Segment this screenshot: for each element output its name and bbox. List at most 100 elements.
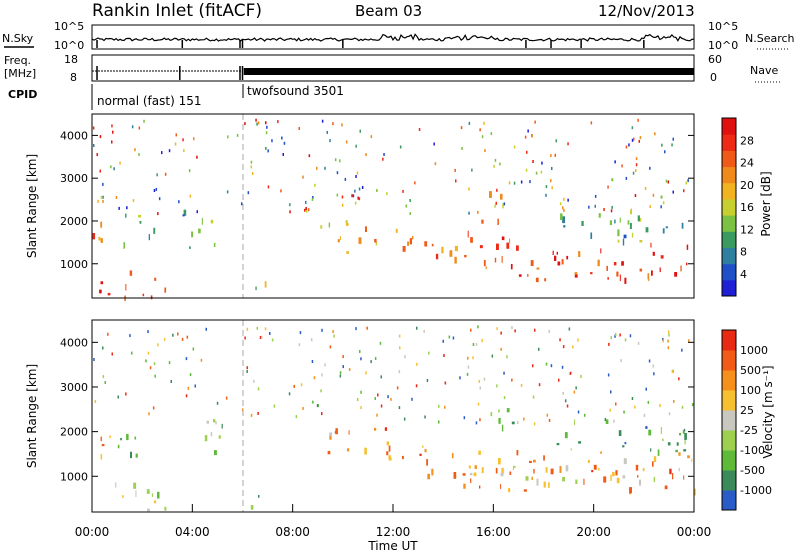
echo-cell [607, 373, 610, 377]
echo-cell [610, 474, 612, 481]
echo-cell [94, 400, 97, 403]
echo-cell [621, 261, 624, 266]
echo-cell [577, 338, 579, 342]
echo-cell [541, 161, 543, 165]
colorbar-tick-label: 20 [740, 179, 754, 192]
freq-right-tick-top: 60 [708, 53, 722, 66]
echo-cell [298, 343, 301, 347]
echo-cell [532, 364, 534, 368]
cpid-label: CPID [8, 88, 37, 101]
echo-cell [250, 505, 254, 510]
echo-cell [597, 259, 600, 267]
echo-cell [405, 204, 407, 208]
echo-cell [564, 432, 568, 439]
echo-cell [399, 346, 401, 350]
colorbar-segment [722, 150, 736, 168]
echo-cell [598, 213, 601, 218]
echo-cell [622, 238, 625, 246]
colorbar-tick-label: -100 [740, 444, 765, 457]
echo-cell [257, 411, 259, 415]
echo-cell [473, 472, 477, 477]
echo-cell [258, 495, 260, 498]
echo-cell [531, 476, 533, 480]
echo-cell [594, 194, 597, 198]
echo-cell [532, 395, 535, 399]
echo-cell [651, 270, 653, 276]
echo-cell [577, 410, 580, 414]
echo-cell [364, 447, 367, 455]
velocity-y-ticks: 1000 2000 3000 4000 [60, 336, 694, 483]
echo-cell [635, 169, 637, 172]
echo-cell [496, 243, 499, 250]
echo-cell [662, 438, 664, 442]
echo-cell [451, 453, 454, 459]
echo-cell [499, 162, 501, 166]
echo-cell [540, 170, 543, 174]
echo-cell [543, 481, 546, 488]
echo-cell [326, 130, 328, 134]
echo-cell [500, 473, 504, 477]
echo-cell [189, 194, 192, 198]
echo-cell [545, 185, 548, 189]
echo-cell [435, 253, 439, 260]
colorbar-segment [722, 263, 736, 281]
echo-cell [501, 236, 505, 241]
echo-cell [374, 357, 377, 360]
colorbar-segment [722, 410, 736, 431]
echo-cell [609, 220, 612, 226]
echo-cell [472, 356, 474, 360]
echo-cell [638, 479, 642, 486]
echo-cell [535, 277, 539, 283]
echo-cell [643, 413, 646, 417]
echo-cell [316, 166, 318, 170]
echo-cell [548, 329, 550, 333]
echo-cell [683, 449, 687, 452]
echo-cell [550, 179, 552, 183]
echo-cell [559, 338, 561, 342]
echo-cell [99, 289, 102, 294]
echo-cell [164, 506, 167, 511]
echo-cell [673, 399, 675, 403]
echo-cell [485, 266, 487, 270]
echo-cell [678, 377, 680, 381]
echo-cell [327, 451, 331, 455]
echo-cell [518, 274, 522, 277]
echo-cell [302, 407, 304, 410]
echo-cell [409, 238, 412, 245]
echo-cell [131, 351, 133, 355]
echo-cell [265, 146, 267, 150]
echo-cell [536, 267, 540, 270]
echo-cell [332, 122, 334, 126]
echo-cell [328, 222, 331, 228]
echo-cell [578, 251, 581, 257]
x-tick-label: 08:00 [275, 525, 310, 539]
echo-cell [687, 455, 690, 459]
echo-cell [361, 186, 364, 189]
echo-cell [631, 232, 634, 238]
echo-cell [382, 157, 384, 161]
echo-cell [148, 412, 150, 416]
echo-cell [213, 242, 216, 247]
colorbar-tick-label: 25 [740, 404, 754, 417]
echo-cell [454, 168, 456, 172]
echo-cell [191, 231, 194, 238]
echo-cell [365, 226, 367, 232]
echo-cell [538, 383, 541, 387]
echo-cell [352, 194, 355, 198]
echo-cell [625, 176, 628, 180]
echo-cell [236, 133, 239, 137]
echo-cell [246, 366, 248, 370]
echo-cell [431, 243, 434, 247]
echo-cell [424, 449, 427, 453]
echo-cell [188, 169, 191, 173]
echo-cell [532, 160, 534, 163]
echo-cell [654, 132, 656, 136]
echo-cell [321, 119, 324, 123]
echo-cell [479, 128, 481, 132]
echo-cell [652, 364, 654, 368]
colorbar-segment [722, 370, 736, 391]
colorbar-tick-label: 24 [740, 157, 754, 170]
echo-cell [472, 343, 475, 346]
echo-cell [226, 190, 229, 194]
